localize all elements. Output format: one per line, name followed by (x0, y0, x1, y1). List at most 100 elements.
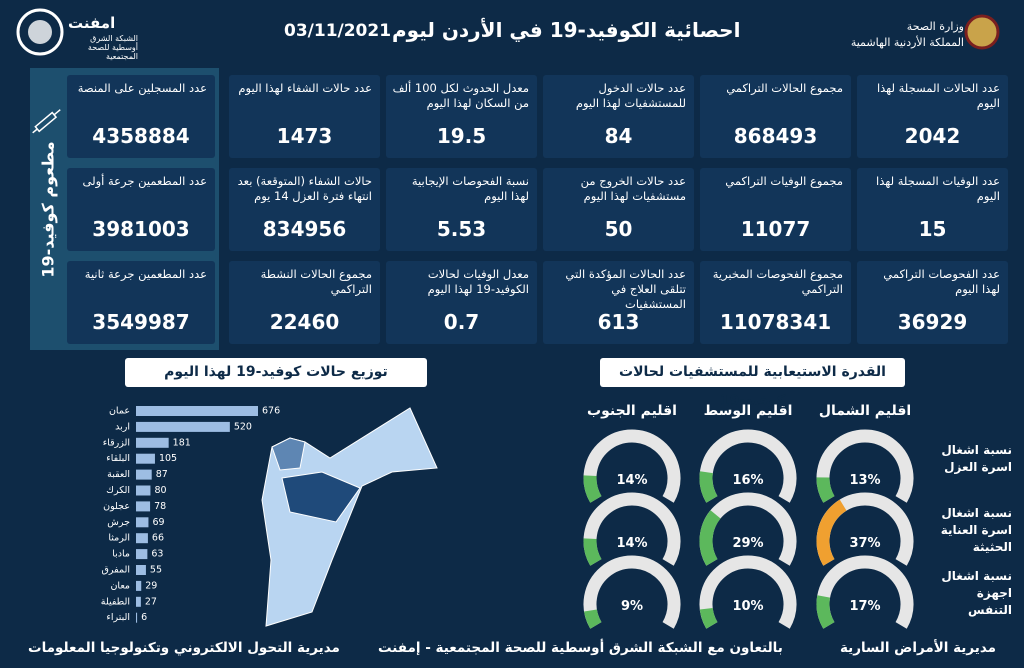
gauge-value (699, 607, 718, 629)
bar-category: البتراء (106, 612, 130, 623)
gauge-value (816, 499, 847, 566)
stat-card: عدد الفحوصات التراكمي لهذا اليوم 36929 (857, 261, 1008, 344)
bar-category: جرش (107, 517, 130, 528)
map-region (271, 437, 306, 471)
gauge-value (583, 538, 602, 566)
bar-category: البلقاء (106, 453, 130, 464)
stat-label: عدد الحالات المؤكدة التي تتلقى العلاج في… (565, 267, 686, 311)
stat-card: نسبة الفحوصات الإيجابية لهذا اليوم 5.53 (386, 168, 537, 251)
gauge-title: القدرة الاستيعابية للمستشفيات لحالات كوف… (600, 358, 905, 409)
bar-value: 520 (234, 421, 252, 432)
row-label: نسبة اشغال اجهزة التنفس (941, 569, 1012, 617)
bar (136, 517, 149, 528)
gauge-label: 16% (732, 473, 763, 488)
stat-value: 4358884 (92, 124, 190, 148)
region-label: اقليم الشمال (818, 403, 912, 419)
bar-value: 55 (150, 565, 162, 576)
stat-value: 3981003 (92, 217, 190, 241)
bar-value: 78 (154, 501, 166, 512)
stat-card: مجموع الحالات التراكمي 868493 (700, 75, 851, 158)
map-jordan (261, 407, 438, 627)
stat-label: نسبة الفحوصات الإيجابية لهذا اليوم (411, 174, 529, 203)
stat-label: عدد حالات الخروج من مستشفيات لهذا اليوم (580, 174, 686, 203)
stat-card: عدد المطعمين جرعة أولى 3981003 (67, 168, 215, 251)
bar-category: مادبا (112, 549, 130, 560)
footer-left: مديرية التحول الالكتروني وتكنولوجيا المع… (28, 640, 340, 656)
gauge-label: 37% (849, 536, 880, 551)
stat-label: عدد المطعمين جرعة ثانية (84, 267, 207, 281)
bar (136, 533, 148, 544)
bar-value: 676 (262, 406, 280, 417)
stat-label: عدد المطعمين جرعة أولى (82, 174, 207, 188)
gauge-value (583, 475, 602, 503)
bar (136, 469, 152, 480)
stat-value: 868493 (733, 124, 818, 148)
stat-card: عدد حالات الخروج من مستشفيات لهذا اليوم 5… (543, 168, 694, 251)
stat-label: مجموع الوفيات التراكمي (725, 174, 843, 188)
stat-card: عدد الحالات المؤكدة التي تتلقى العلاج في… (543, 261, 694, 344)
bar-category: عجلون (103, 501, 130, 512)
gauge-label: 14% (616, 536, 647, 551)
logo-subtitle: الشبكة الشرق أوسطية للصحة المجتمعية (87, 34, 138, 61)
stat-label: عدد الفحوصات التراكمي لهذا اليوم (883, 267, 1000, 296)
stat-value: 834956 (262, 217, 347, 241)
stat-label: معدل الحدوث لكل 100 ألف من السكان لهذا ا… (392, 81, 529, 110)
bar-value: 105 (159, 453, 177, 464)
stat-value: 22460 (269, 310, 340, 334)
gauge-track (699, 555, 797, 629)
bar (136, 565, 146, 575)
stat-card: حالات الشفاء (المتوقعة) بعد انتهاء فترة … (229, 168, 380, 251)
gauge-track (816, 555, 914, 629)
gauge-label: 14% (616, 473, 647, 488)
footer-center: بالتعاون مع الشبكة الشرق أوسطية للصحة ال… (378, 640, 783, 656)
bar (136, 485, 151, 496)
page-title: احصائية الكوفيد-19 في الأردن ليوم (392, 18, 741, 42)
bar-value: 66 (152, 533, 164, 544)
stat-value: 3549987 (92, 310, 190, 334)
stat-card: عدد المسجلين على المنصة 4358884 (67, 75, 215, 158)
bar-value: 181 (173, 437, 191, 448)
stat-card: عدد الوفيات المسجلة لهذا اليوم 15 (857, 168, 1008, 251)
stat-card: مجموع الحالات النشطة التراكمي 22460 (229, 261, 380, 344)
bar-value: 87 (156, 469, 168, 480)
stat-label: مجموع الحالات التراكمي (726, 81, 843, 95)
bar-value: 80 (154, 485, 166, 496)
gauge-track (816, 429, 914, 503)
bar-category: العقبة (107, 469, 130, 480)
stat-card: عدد المطعمين جرعة ثانية 3549987 (67, 261, 215, 344)
stat-value: 11077 (740, 217, 811, 241)
stat-value: 36929 (897, 310, 968, 334)
gauge-track (699, 492, 797, 566)
gauge-track (583, 492, 681, 566)
gauge-label: 9% (621, 599, 643, 614)
bar (136, 421, 230, 432)
gauge-label: 13% (849, 473, 880, 488)
stat-label: عدد الوفيات المسجلة لهذا اليوم (876, 174, 1000, 203)
bar-value: 63 (151, 549, 163, 560)
row-label: نسبة اشغال اسرة العناية الحثيثة (940, 506, 1012, 554)
bar-value: 27 (145, 596, 157, 607)
stat-label: مجموع الفحوصات المخبرية التراكمي (712, 267, 843, 296)
gauge-label: 17% (849, 599, 880, 614)
stat-card: مجموع الوفيات التراكمي 11077 (700, 168, 851, 251)
bar (136, 596, 141, 607)
vaccine-title: مطعوم كوفيد-19 (38, 141, 58, 278)
stat-label: عدد حالات الشفاء لهذا اليوم (238, 81, 372, 95)
stat-label: معدل الوفيات لحالات الكوفيد-19 لهذا اليو… (427, 267, 529, 296)
bar (136, 453, 155, 464)
ministry: وزارة الصحة (906, 20, 964, 33)
gauge-label: 29% (732, 536, 763, 551)
stat-card: عدد حالات الشفاء لهذا اليوم 1473 (229, 75, 380, 158)
gauge-value (699, 510, 721, 566)
stat-value: 0.7 (443, 310, 480, 334)
page-date: 03/11/2021 (284, 21, 392, 41)
stat-card: مجموع الفحوصات المخبرية التراكمي 11078341 (700, 261, 851, 344)
stat-value: 19.5 (436, 124, 487, 148)
bar-value: 29 (145, 580, 157, 591)
bar-category: الرمثا (108, 533, 130, 544)
syringe-icon (32, 109, 61, 134)
bar (136, 612, 138, 623)
stat-label: عدد المسجلين على المنصة (77, 81, 207, 95)
gauge-value (816, 595, 835, 629)
gauge-value (816, 477, 835, 503)
